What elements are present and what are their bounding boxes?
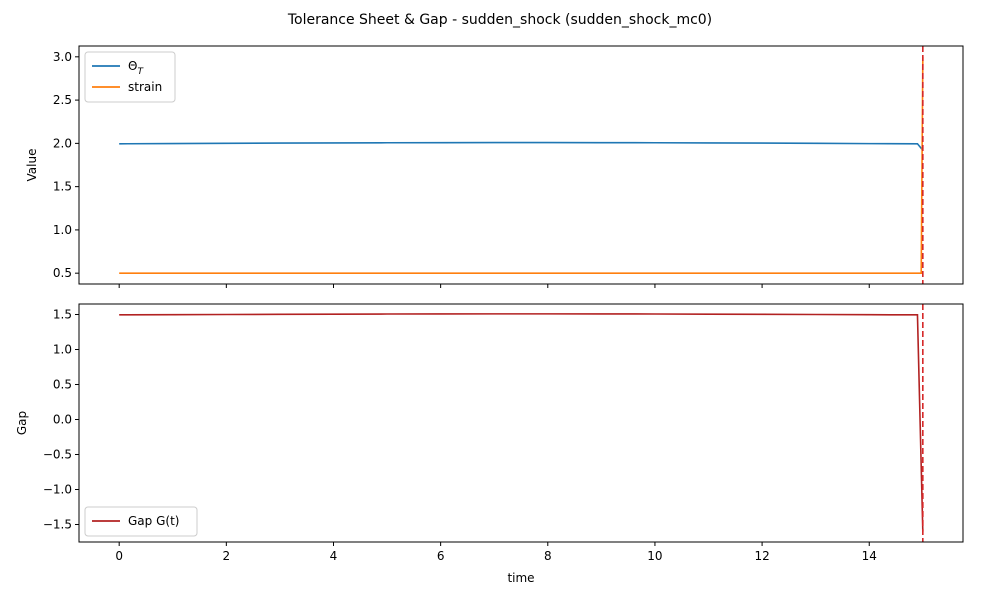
- x-tick-label: 6: [437, 549, 445, 563]
- y-tick-label: −0.5: [43, 448, 72, 462]
- legend-label-subscript: T: [137, 67, 144, 77]
- legend-label: strain: [128, 80, 162, 94]
- legend-box: [84, 51, 176, 103]
- y-tick-label: 0.5: [53, 266, 72, 280]
- y-tick-label: 1.0: [53, 223, 72, 237]
- x-tick-label: 8: [544, 549, 552, 563]
- y-tick-label: −1.0: [43, 483, 72, 497]
- y-tick-label: −1.5: [43, 518, 72, 532]
- x-tick-label: 2: [223, 549, 231, 563]
- y-tick-label: 0.0: [53, 413, 72, 427]
- legend: Gap G(t): [84, 506, 198, 537]
- legend-label: Gap G(t): [128, 514, 179, 528]
- y-tick-label: 3.0: [53, 50, 72, 64]
- series-line-strain: [119, 56, 924, 274]
- x-axis-label: time: [507, 571, 534, 585]
- series-line-theta-t: [119, 141, 924, 151]
- x-tick-label: 14: [862, 549, 877, 563]
- x-tick-label: 10: [647, 549, 662, 563]
- series-line-gap: [119, 313, 924, 532]
- y-tick-label: 2.0: [53, 136, 72, 150]
- y-tick-label: 1.0: [53, 343, 72, 357]
- x-tick-label: 4: [330, 549, 338, 563]
- bottom-subplot: 0 2 4 6 8 10 12 14 −1.5 −1.0 −0.5 0.0 0.5 1.0 1.5 Gap ti…: [15, 303, 964, 585]
- y-tick-label: 1.5: [53, 180, 72, 194]
- legend-box: [84, 506, 198, 537]
- y-axis-label: Value: [25, 149, 39, 182]
- y-tick-label: 1.5: [53, 308, 72, 322]
- plot-frame: [78, 303, 964, 543]
- x-tick-label: 12: [754, 549, 769, 563]
- y-axis-label: Gap: [15, 411, 29, 435]
- y-tick-label: 2.5: [53, 93, 72, 107]
- x-tick-label: 0: [115, 549, 123, 563]
- plot-frame: [78, 45, 964, 285]
- y-tick-label: 0.5: [53, 378, 72, 392]
- legend-label-main: Θ: [128, 59, 137, 73]
- legend-label: ΘT: [128, 59, 144, 77]
- figure-title: Tolerance Sheet & Gap - sudden_shock (su…: [287, 12, 712, 28]
